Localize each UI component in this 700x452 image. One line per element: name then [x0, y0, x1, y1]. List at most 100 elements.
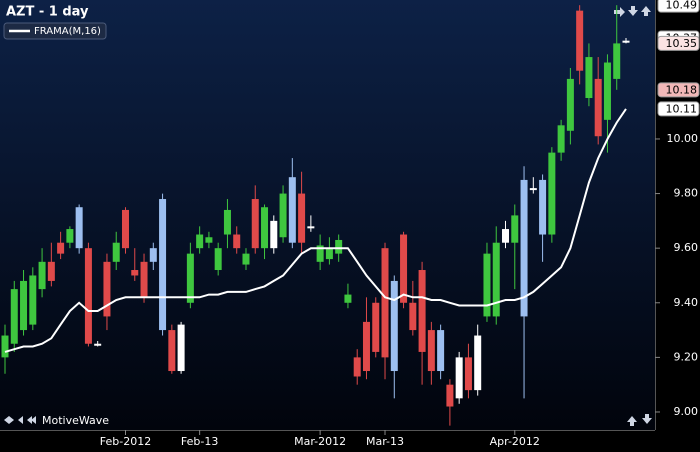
candle-body [10, 289, 18, 344]
candle-body [94, 343, 102, 346]
candle-body [298, 193, 306, 243]
candle-body [103, 261, 111, 317]
candle-body [84, 248, 92, 344]
candle-body [362, 321, 370, 372]
candle-body [270, 220, 278, 249]
legend-label: FRAMA(M,16) [34, 26, 101, 37]
candle-body [603, 62, 611, 120]
candle-body [372, 302, 380, 352]
candle-body [75, 207, 83, 249]
candle-body [261, 207, 269, 249]
price-marker [657, 0, 700, 13]
candle-body [307, 226, 315, 229]
candle-body [390, 280, 398, 372]
x-axis-panel [0, 430, 655, 452]
price-marker [657, 101, 700, 117]
candle-body [159, 199, 167, 331]
candle-body [622, 40, 630, 43]
price-marker-label: 10.18 [666, 83, 698, 96]
candle-body [112, 242, 120, 262]
candle-body [288, 177, 296, 243]
candle-body [149, 248, 157, 262]
candle-body [566, 78, 574, 131]
candle-body [196, 234, 204, 249]
candle-body [483, 253, 491, 317]
candle-body [511, 215, 519, 243]
candle-body [186, 253, 194, 303]
candle-body [223, 209, 231, 235]
y-tick-label: 9.00 [674, 405, 699, 418]
y-axis-panel [655, 0, 700, 452]
candle-body [400, 234, 408, 303]
candle-body [57, 242, 65, 254]
x-tick-label: Mar-13 [366, 435, 404, 448]
candle-body [242, 253, 250, 265]
candle-body [251, 199, 259, 249]
plot-area [1, 5, 630, 426]
candle-body [205, 237, 213, 243]
candle-body [520, 179, 528, 317]
candle-body [502, 229, 510, 243]
scale-icon[interactable] [627, 414, 652, 426]
candle-body [492, 242, 500, 317]
legend-box[interactable] [3, 22, 107, 40]
candle-body [585, 57, 593, 99]
y-tick-label: 10.00 [667, 132, 699, 145]
x-tick-label: Feb-2012 [100, 435, 151, 448]
candle-body [446, 384, 454, 407]
plot-background [0, 0, 655, 430]
scroll-icon[interactable] [4, 416, 36, 424]
candle-body [335, 239, 343, 254]
candle-body [177, 324, 185, 372]
candle-body [29, 275, 37, 325]
candle-body [279, 193, 287, 238]
candle-body [233, 234, 241, 249]
x-tick-label: Apr-2012 [490, 435, 540, 448]
y-tick-label: 9.20 [674, 350, 699, 363]
candle-body [214, 248, 222, 271]
x-tick-label: Mar-2012 [294, 435, 346, 448]
price-marker-label: 10.49 [666, 0, 698, 12]
candle-body [353, 357, 361, 377]
candle-body [594, 78, 602, 137]
candle-body [455, 357, 463, 399]
candle-body [539, 179, 547, 235]
toolbar-icon[interactable] [614, 6, 651, 17]
candle-body [409, 302, 417, 331]
nav-icons[interactable] [4, 6, 652, 426]
candle-body [613, 43, 621, 79]
candle-body [576, 10, 584, 71]
candle-body [464, 357, 472, 391]
candle-body [316, 245, 324, 262]
y-tick-label: 9.80 [674, 187, 699, 200]
candle-body [529, 188, 537, 191]
price-marker [657, 35, 700, 51]
candle-body [168, 330, 176, 372]
candle-body [38, 261, 46, 290]
candle-body [381, 248, 389, 358]
candle-body [418, 270, 426, 352]
candle-body [47, 261, 55, 281]
candle-body [20, 280, 28, 331]
x-tick-label: Feb-13 [181, 435, 218, 448]
candle-body [66, 229, 74, 243]
price-marker-label: 10.11 [666, 102, 698, 115]
candle-body [131, 270, 139, 276]
candle-body [325, 248, 333, 260]
candle-body [121, 209, 129, 249]
y-tick-label: 9.60 [674, 241, 699, 254]
candle-body [437, 330, 445, 372]
chart-title: AZT - 1 day [6, 5, 89, 20]
price-marker [657, 82, 700, 98]
indicator-line [4, 108, 627, 353]
y-tick-label: 9.40 [674, 296, 699, 309]
price-marker-label: 10.35 [666, 37, 698, 50]
candle-body [1, 335, 9, 358]
candle-body [557, 125, 565, 153]
watermark: MotiveWave [42, 414, 109, 427]
candle-body [344, 294, 352, 303]
candle-body [140, 261, 148, 298]
candle-body [427, 330, 435, 372]
